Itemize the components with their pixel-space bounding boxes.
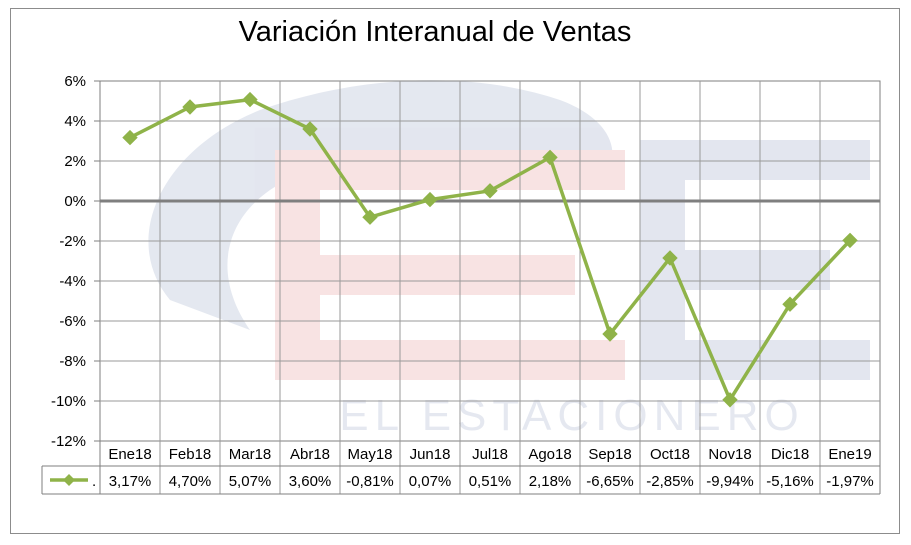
data-label: 0,51% [469,473,512,490]
data-label: -5,16% [766,473,814,490]
x-tick-label: Abr18 [290,446,330,463]
x-tick-label: Jun18 [410,446,451,463]
data-point [242,91,258,108]
data-point [422,191,438,208]
data-label: 5,07% [229,473,272,490]
data-label: 2,18% [529,473,572,490]
data-label: -2,85% [646,473,694,490]
x-tick-label: May18 [347,446,392,463]
data-point [542,149,558,166]
data-label: -6,65% [586,473,634,490]
data-point [362,209,378,225]
data-label: -1,97% [826,473,874,490]
y-tick-label: -10% [51,393,86,410]
data-label: 3,60% [289,473,332,490]
data-table: Ene18 Feb18 Mar18 Abr18 May18 Jun18 Jul18 Ago18… [41,441,881,495]
watermark-text: EL ESTACIONERO [339,391,804,440]
data-point [662,250,678,266]
x-tick-label: Ago18 [528,446,571,463]
x-tick-label: Dic18 [771,446,809,463]
data-point [842,232,858,249]
data-point [722,392,738,408]
plot-area [99,80,881,442]
x-tick-label: Feb18 [169,446,212,463]
y-tick-label: -4% [59,273,86,290]
y-axis-ticks: 6% 4% 2% 0% -2% -4% -6% -8% -10% -12% [51,73,86,450]
y-tick-label: -6% [59,313,86,330]
watermark-logo [148,80,870,380]
y-tick-label: 6% [64,73,86,90]
data-series [122,91,858,408]
x-tick-label: Ene19 [828,446,871,463]
x-tick-label: Mar18 [229,446,272,463]
data-point [182,99,198,115]
chart-frame [10,8,900,534]
legend-entry: . [92,473,96,490]
x-tick-label: Jul18 [472,446,508,463]
chart-title: Variación Interanual de Ventas [238,16,632,48]
y-tick-label: -12% [51,433,86,450]
data-label: 3,17% [109,473,152,490]
data-point [482,183,498,199]
x-tick-label: Nov18 [708,446,751,463]
data-point [302,121,318,137]
x-tick-label: Ene18 [108,446,151,463]
data-point [602,326,618,342]
data-point [122,129,138,146]
gridlines [94,80,881,494]
x-tick-label: Oct18 [650,446,690,463]
y-tick-label: 4% [64,113,86,130]
data-label: 0,07% [409,473,452,490]
y-tick-label: 2% [64,153,86,170]
data-label: -9,94% [706,473,754,490]
data-label: -0,81% [346,473,394,490]
y-tick-label: 0% [64,193,86,210]
x-tick-label: Sep18 [588,446,631,463]
data-label: 4,70% [169,473,212,490]
y-tick-label: -2% [59,233,86,250]
y-tick-label: -8% [59,353,86,370]
legend-marker [63,474,75,486]
data-point [782,296,798,312]
